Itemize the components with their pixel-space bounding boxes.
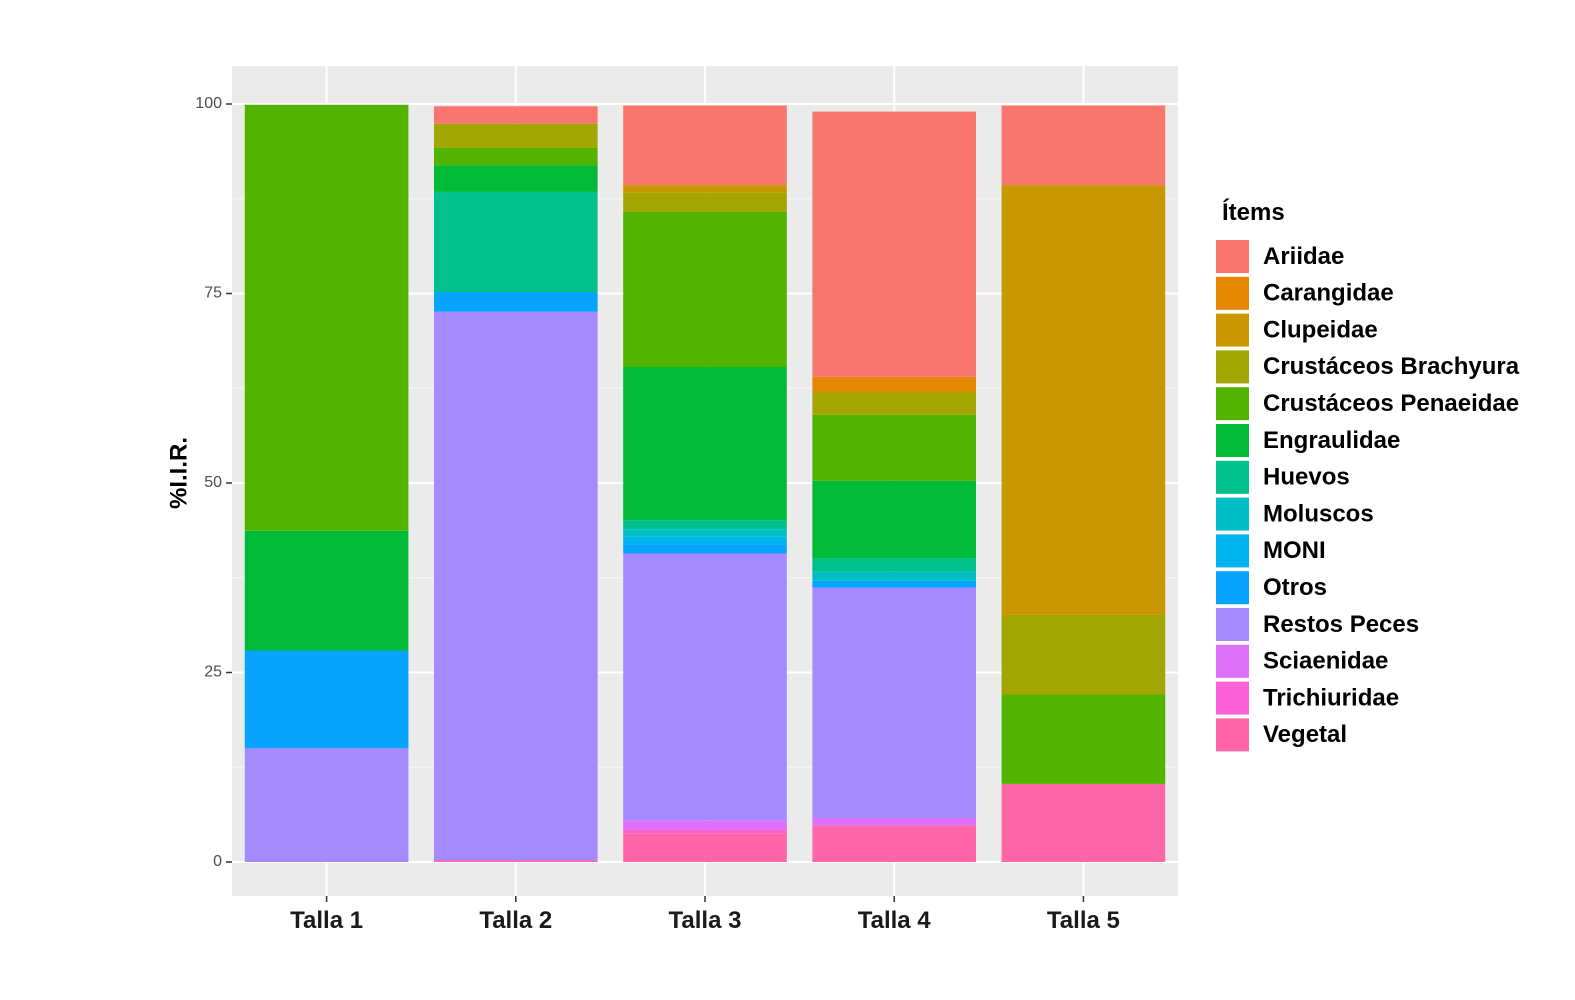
x-axis: Talla 1 Talla 2 Talla 3 Talla 4 Talla 5 (290, 896, 1120, 934)
legend-label-ariidae: Ariidae (1263, 243, 1344, 270)
bar-segment-ariidae-2 (433, 106, 598, 124)
bar-segment-restos-peces-3 (623, 553, 787, 821)
x-tick-label: Talla 3 (669, 907, 742, 934)
legend-title: Ítems (1222, 198, 1285, 226)
bar-segment-restos-peces-2 (433, 311, 598, 861)
x-tick-label: Talla 2 (479, 907, 552, 934)
legend-label-trichiuridae: Trichiuridae (1263, 684, 1399, 711)
bar-segment-otros-2 (433, 291, 598, 312)
bar-segment-trichiuridae-3 (623, 829, 787, 834)
legend-key-otros (1216, 571, 1249, 605)
legend-label-carangidae: Carangidae (1263, 280, 1394, 307)
legend-key-crustaceos-penaeidae (1216, 387, 1249, 421)
y-tick-label: 50 (204, 474, 222, 491)
bar-segment-restos-peces-1 (244, 748, 409, 862)
legend-label-moluscos: Moluscos (1263, 500, 1374, 527)
bar-segment-crustaceos-brachyura-4 (812, 392, 977, 415)
bar-segment-engraulidae-1 (244, 530, 409, 651)
bar-segment-otros-1 (244, 650, 409, 749)
legend-key-huevos (1216, 460, 1249, 494)
legend-key-restos-peces (1216, 608, 1249, 641)
legend-key-carangidae (1216, 276, 1249, 310)
x-tick-label: Talla 1 (290, 907, 363, 934)
bar-segment-vegetal-3 (623, 833, 787, 862)
bar-segment-huevos-4 (812, 558, 977, 572)
legend-key-trichiuridae (1216, 681, 1249, 715)
bar-segment-engraulidae-2 (433, 165, 598, 192)
bar-segment-otros-4 (812, 580, 977, 588)
y-axis-title: %I.I.R. (165, 437, 192, 509)
bar-segment-crustaceos-penaeidae-5 (1001, 694, 1166, 784)
legend-label-otros: Otros (1263, 574, 1327, 601)
bar-segment-crustaceos-penaeidae-4 (812, 414, 977, 481)
bar-segment-crustaceos-penaeidae-1 (244, 104, 409, 531)
bar-segment-crustaceos-penaeidae-2 (433, 147, 598, 166)
bar-segment-sciaenidae-4 (812, 818, 977, 826)
legend-key-crustaceos-brachyura (1216, 350, 1249, 384)
y-tick-label: 0 (213, 853, 222, 870)
bar-segment-huevos-3 (623, 520, 787, 530)
legend-label-crustaceos-brachyura: Crustáceos Brachyura (1263, 353, 1520, 380)
legend-key-vegetal (1216, 718, 1249, 752)
bars (244, 104, 1166, 862)
bar-segment-huevos-2 (433, 191, 598, 292)
legend-key-moluscos (1216, 497, 1249, 531)
y-axis: 0 25 50 75 100 (195, 95, 232, 870)
bar-segment-clupeidae-3 (623, 185, 787, 193)
bar-segment-engraulidae-4 (812, 480, 977, 559)
bar-segment-sciaenidae-3 (623, 820, 787, 830)
legend-key-ariidae (1216, 240, 1249, 273)
bar-segment-vegetal-4 (812, 825, 977, 862)
legend-key-clupeidae (1216, 313, 1249, 347)
bar-segment-clupeidae-5 (1001, 185, 1166, 615)
bar-segment-vegetal-5 (1001, 783, 1166, 862)
y-tick-label: 100 (195, 95, 222, 112)
legend: Ítems Ariidae Carangidae Clupeidae Crustáce… (1216, 198, 1520, 752)
bar-segment-engraulidae-3 (623, 367, 787, 521)
bar-segment-crustaceos-brachyura-3 (623, 192, 787, 212)
legend-key-engraulidae (1216, 424, 1249, 457)
legend-label-restos-peces: Restos Peces (1263, 611, 1419, 638)
bar-segment-moluscos-3 (623, 529, 787, 537)
bar-segment-ariidae-5 (1001, 105, 1166, 186)
y-tick-label: 75 (204, 285, 222, 302)
bar-segment-carangidae-4 (812, 376, 977, 393)
legend-label-crustaceos-penaeidae: Crustáceos Penaeidae (1263, 390, 1519, 417)
legend-key-moni (1216, 534, 1249, 568)
legend-label-moni: MONI (1263, 537, 1326, 564)
y-tick-label: 25 (204, 664, 222, 681)
bar-segment-moluscos-4 (812, 571, 977, 581)
bar-segment-ariidae-3 (623, 105, 787, 186)
bar-segment-moni-3 (623, 536, 787, 545)
legend-label-engraulidae: Engraulidae (1263, 427, 1400, 454)
legend-label-vegetal: Vegetal (1263, 721, 1347, 748)
legend-label-huevos: Huevos (1263, 464, 1350, 491)
bar-segment-crustaceos-brachyura-2 (433, 123, 598, 148)
x-tick-label: Talla 4 (858, 907, 932, 934)
bar-segment-restos-peces-4 (812, 587, 977, 819)
bar-segment-ariidae-4 (812, 111, 977, 377)
bar-segment-vegetal-2 (433, 860, 598, 862)
legend-label-clupeidae: Clupeidae (1263, 316, 1378, 343)
legend-key-sciaenidae (1216, 644, 1249, 678)
bar-segment-crustaceos-brachyura-5 (1001, 614, 1166, 695)
x-tick-label: Talla 5 (1047, 907, 1120, 934)
bar-segment-crustaceos-penaeidae-3 (623, 211, 787, 368)
legend-label-sciaenidae: Sciaenidae (1263, 648, 1388, 675)
bar-segment-otros-3 (623, 544, 787, 554)
